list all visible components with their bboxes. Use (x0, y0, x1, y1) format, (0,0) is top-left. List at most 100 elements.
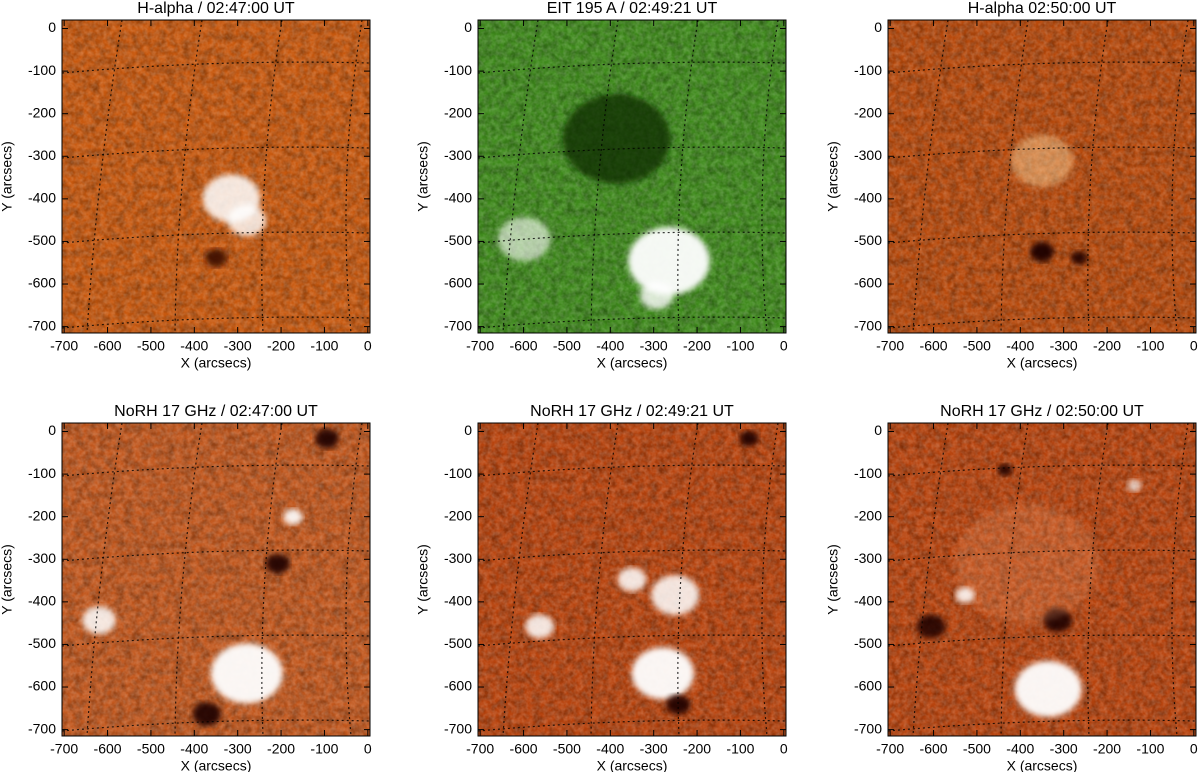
x-tick-label: 0 (780, 741, 788, 757)
y-tick-label: -100 (854, 465, 882, 481)
heliographic-grid (62, 231, 370, 244)
heliographic-grid (590, 20, 619, 333)
image-feature (265, 553, 290, 574)
image-feature (916, 614, 946, 639)
y-tick-label: 0 (48, 422, 56, 438)
axes-frame (477, 19, 787, 334)
heliographic-grid (1087, 20, 1109, 333)
x-tick-label: -600 (94, 741, 122, 757)
heliographic-grid (86, 423, 123, 736)
y-axis-label: Y (arcsecs) (825, 141, 841, 212)
x-tick-label: -500 (137, 338, 165, 354)
heliographic-grid (345, 423, 363, 736)
heliographic-grid (478, 231, 786, 244)
x-tick-label: -500 (137, 741, 165, 757)
image-feature (666, 694, 691, 715)
x-tick-label: 0 (1190, 741, 1198, 757)
heliographic-grid (478, 316, 786, 329)
y-axis-label: Y (arcsecs) (0, 544, 15, 615)
x-axis-label: X (arcsecs) (1007, 758, 1078, 772)
y-axis-label: Y (arcsecs) (415, 141, 431, 212)
image-feature (639, 281, 674, 310)
image-feature (1127, 479, 1142, 492)
x-axis-label: X (arcsecs) (181, 758, 252, 772)
axes-frame (61, 422, 371, 737)
heliographic-grid (590, 423, 619, 736)
panel: -700 -600 -500 -400 -300 -200 -100 0 0 -100 -200 -3… (825, 0, 1198, 370)
image-feature (955, 587, 975, 604)
heliographic-grid (677, 20, 699, 333)
x-tick-label: -400 (1006, 741, 1034, 757)
x-tick-label: -600 (510, 741, 538, 757)
image-feature (210, 643, 283, 704)
heliographic-grid (1171, 20, 1189, 333)
y-tick-label: -600 (444, 678, 472, 694)
heliographic-grid (62, 146, 370, 159)
panel: -700 -600 -500 -400 -300 -200 -100 0 0 -100 -200 -3… (415, 403, 788, 772)
y-tick-label: -200 (28, 507, 56, 523)
x-axis-label: X (arcsecs) (597, 758, 668, 772)
y-tick-label: 0 (48, 19, 56, 35)
y-tick-label: 0 (464, 19, 472, 35)
x-tick-label: -700 (466, 338, 494, 354)
x-tick-label: -700 (876, 741, 904, 757)
x-tick-label: -300 (640, 338, 668, 354)
x-tick-label: -500 (553, 338, 581, 354)
heliographic-grid (478, 634, 786, 647)
heliographic-grid (1087, 423, 1109, 736)
heliographic-grid (261, 20, 283, 333)
y-tick-label: -500 (854, 635, 882, 651)
x-tick-label: 0 (364, 741, 372, 757)
y-tick-label: -400 (444, 593, 472, 609)
heliographic-grid (62, 61, 370, 74)
y-tick-label: -100 (28, 465, 56, 481)
heliographic-grid (174, 20, 203, 333)
panel-title: NoRH 17 GHz / 02:47:00 UT (114, 403, 318, 420)
image-feature (82, 606, 116, 635)
y-tick-label: -600 (28, 275, 56, 291)
heliographic-grid (62, 719, 370, 732)
heliographic-grid (912, 20, 949, 333)
image-feature (227, 204, 266, 237)
heliographic-grid (478, 61, 786, 74)
x-tick-label: -400 (180, 741, 208, 757)
heliographic-grid (888, 146, 1196, 159)
heliographic-grid (761, 20, 779, 333)
heliographic-grid (502, 20, 539, 333)
heliographic-grid (478, 549, 786, 562)
y-tick-label: -400 (854, 593, 882, 609)
y-tick-label: -300 (854, 550, 882, 566)
x-tick-label: -200 (267, 741, 295, 757)
y-tick-label: -400 (28, 593, 56, 609)
x-tick-label: -200 (683, 338, 711, 354)
heliographic-grid (478, 719, 786, 732)
panel: -700 -600 -500 -400 -300 -200 -100 0 0 -100 -200 -3… (825, 403, 1198, 772)
image-feature (1010, 134, 1074, 187)
panel: -700 -600 -500 -400 -300 -200 -100 0 0 -100 -200 -3… (415, 0, 788, 370)
heliographic-grid (888, 549, 1196, 562)
y-tick-label: -200 (854, 507, 882, 523)
x-tick-label: -100 (726, 338, 754, 354)
x-tick-label: 0 (364, 338, 372, 354)
image-feature (1070, 250, 1088, 265)
heliographic-grid (888, 634, 1196, 647)
image-feature (1014, 661, 1082, 718)
image-feature (739, 430, 759, 447)
solar-image (478, 20, 786, 333)
image-feature (283, 508, 303, 525)
x-tick-label: 0 (780, 338, 788, 354)
y-tick-label: -200 (28, 104, 56, 120)
heliographic-grid (888, 231, 1196, 244)
heliographic-grid (912, 423, 949, 736)
x-tick-label: -700 (466, 741, 494, 757)
image-feature (525, 614, 554, 639)
solar-image (888, 423, 1196, 736)
y-tick-label: -700 (28, 720, 56, 736)
solar-image (62, 20, 370, 333)
y-tick-label: 0 (874, 422, 882, 438)
solar-image (888, 20, 1196, 333)
y-tick-label: -700 (854, 317, 882, 333)
axes-frame (477, 422, 787, 737)
y-axis-label: Y (arcsecs) (415, 544, 431, 615)
y-tick-label: -300 (444, 550, 472, 566)
